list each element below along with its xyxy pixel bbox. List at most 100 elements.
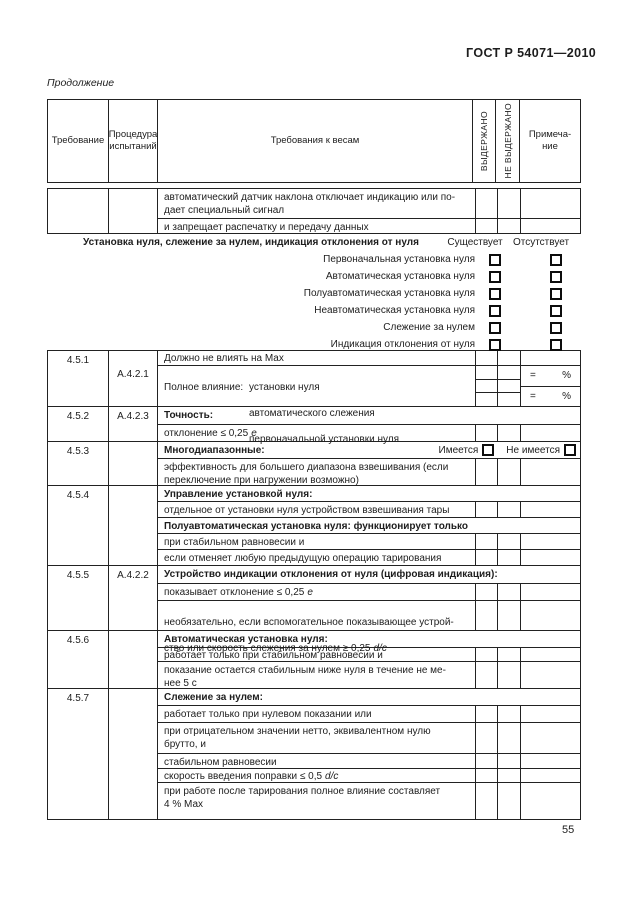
- influence-label: Полное влияние:: [164, 382, 244, 393]
- exists-checkbox[interactable]: [489, 321, 501, 334]
- req-number: 4.5.6: [48, 631, 109, 688]
- present-checkbox[interactable]: [482, 444, 495, 456]
- note-cell: [520, 425, 580, 441]
- requirement-text-line: ство или скорость слежения за нулем ≥ 0,…: [164, 642, 469, 655]
- absent-checkbox[interactable]: [550, 321, 562, 334]
- table-row: эффективность для большего диапазона взв…: [158, 459, 580, 486]
- exists-checkbox[interactable]: [489, 253, 501, 266]
- absent-checkbox[interactable]: [550, 338, 562, 351]
- passed-cell: [475, 550, 497, 565]
- note-cell: [520, 723, 580, 753]
- zero-section-item: Первоначальная установка нуля: [47, 251, 581, 268]
- table-row: стабильном равновесии: [158, 754, 580, 769]
- header-procedure: Процедура испытаний: [109, 100, 158, 182]
- not-passed-cell: [497, 601, 520, 630]
- proc-number-cell: [109, 631, 158, 688]
- group-4-5-2: 4.5.2 А.4.2.3 Точность: отклонение ≤ 0,2…: [47, 407, 581, 442]
- not-passed-cell: [497, 219, 520, 233]
- zero-item-label: Индикация отклонения от нуля: [330, 339, 475, 350]
- header-requirement: Требование: [48, 100, 109, 182]
- requirement-text-prefix: скорость введения поправки ≤ 0,5: [164, 771, 323, 782]
- proc-number-cell: [109, 442, 158, 485]
- requirement-text: работает только при нулевом показании ил…: [164, 709, 372, 720]
- requirement-text: скорость введения поправки ≤ 0,5 d/с: [158, 769, 475, 782]
- note-cell: [520, 550, 580, 565]
- passed-cell: [475, 723, 497, 753]
- not-passed-cell: [497, 351, 520, 365]
- requirement-title: Управление установкой нуля:: [164, 489, 313, 500]
- not-passed-vertical-label: НЕ ВЫДЕРЖАНО: [502, 103, 513, 179]
- not-present-checkbox[interactable]: [564, 444, 576, 456]
- note-cell: [520, 662, 580, 688]
- note-equals: =: [530, 370, 536, 382]
- note-cell: [520, 459, 580, 485]
- table-row: необязательно, если вспомогательное пока…: [158, 601, 580, 654]
- note-cell: [520, 502, 580, 517]
- table-row: Управление установкой нуля:: [158, 486, 580, 502]
- passed-cell: [475, 706, 497, 722]
- zero-section-item: Индикация отклонения от нуля: [47, 336, 581, 353]
- zero-section-item: Полуавтоматическая установка нуля: [47, 285, 581, 302]
- influence-item: установки нуля: [249, 382, 320, 393]
- proc-number: А.4.2.3: [109, 407, 158, 441]
- not-passed-cell: [497, 648, 520, 661]
- main-table: Требование Процедура испытаний Требовани…: [47, 99, 581, 820]
- proc-number-cell: [109, 189, 158, 233]
- exists-checkbox[interactable]: [489, 338, 501, 351]
- requirement-text: если отменяет любую предыдущую операцию …: [164, 553, 442, 564]
- header-requirements-for-scales: Требования к весам: [158, 100, 473, 182]
- requirement-text: показывает отклонение ≤ 0,25 е: [158, 584, 475, 600]
- passed-cell: [475, 769, 497, 782]
- note-equals: =: [530, 390, 536, 402]
- absent-column-label: Отсутствует: [512, 237, 570, 248]
- note-cell: [520, 648, 580, 661]
- table-row: Устройство индикации отклонения от нуля …: [158, 566, 580, 584]
- zero-item-label: Неавтоматическая установка нуля: [314, 305, 475, 316]
- not-passed-cell: [497, 459, 520, 485]
- absent-checkbox[interactable]: [550, 304, 562, 317]
- table-row: отклонение ≤ 0,25 е: [158, 425, 580, 441]
- note-cell: [520, 189, 580, 218]
- not-passed-cell: [497, 783, 520, 819]
- passed-vertical-label: ВЫДЕРЖАНО: [479, 110, 489, 172]
- absent-checkbox[interactable]: [550, 253, 562, 266]
- influence-item: автоматического слежения: [249, 408, 375, 419]
- exists-checkbox[interactable]: [489, 287, 501, 300]
- note-cell: [520, 584, 580, 600]
- group-4-5-1: 4.5.1 А.4.2.1 Должно не влиять на Мах По…: [47, 351, 581, 445]
- table-row: показывает отклонение ≤ 0,25 е: [158, 584, 580, 601]
- note-cell: [520, 351, 580, 365]
- requirement-text: Полное влияние: установки нуля автоматич…: [158, 366, 475, 445]
- division-rate-symbol: d/с: [325, 771, 339, 782]
- absent-checkbox[interactable]: [550, 287, 562, 300]
- group-tilt: автоматический датчик наклона отключает …: [47, 188, 581, 234]
- requirement-text: эффективность для большего диапазона взв…: [164, 462, 449, 486]
- req-number: 4.5.7: [48, 689, 109, 819]
- header-passed: ВЫДЕРЖАНО: [473, 100, 496, 182]
- header-not-passed: НЕ ВЫДЕРЖАНО: [496, 100, 520, 182]
- requirement-text-line: необязательно, если вспомогательное пока…: [164, 617, 454, 628]
- note-cell: [520, 534, 580, 549]
- passed-cell: [475, 648, 497, 661]
- req-number: 4.5.2: [48, 407, 109, 441]
- present-label: Имеется: [438, 444, 479, 456]
- not-passed-cell: [497, 584, 520, 600]
- requirement-text: необязательно, если вспомогательное пока…: [158, 601, 475, 654]
- passed-cell: [475, 584, 497, 600]
- proc-number: А.4.2.1: [109, 351, 158, 406]
- requirement-text: автоматический датчик наклона отключает …: [164, 192, 456, 216]
- zero-section-heading: Установка нуля, слежение за нулем, индик…: [47, 236, 581, 251]
- req-number: 4.5.4: [48, 486, 109, 565]
- exists-checkbox[interactable]: [489, 304, 501, 317]
- not-present-label: Не имеется: [506, 444, 560, 456]
- note-cell: [520, 219, 580, 233]
- absent-checkbox[interactable]: [550, 270, 562, 283]
- passed-cell: [475, 219, 497, 233]
- table-row: Точность:: [158, 407, 580, 425]
- requirement-text-prefix: отклонение ≤ 0,25: [164, 428, 249, 439]
- passed-cell: [475, 662, 497, 688]
- requirement-text-prefix: показывает отклонение ≤ 0,25: [164, 587, 305, 598]
- table-header-row: Требование Процедура испытаний Требовани…: [47, 99, 581, 183]
- exists-checkbox[interactable]: [489, 270, 501, 283]
